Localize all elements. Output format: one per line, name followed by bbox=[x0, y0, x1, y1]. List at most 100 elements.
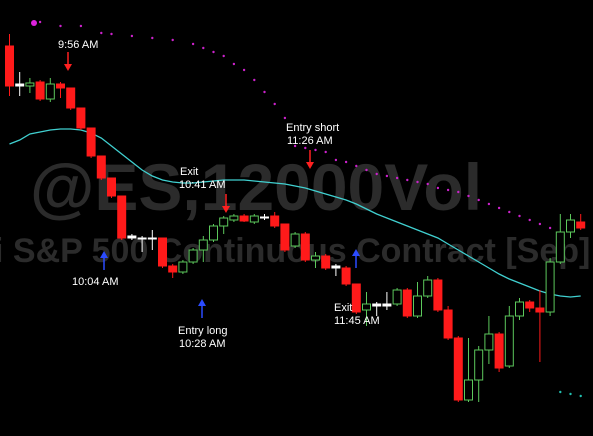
label-entry-short: Entry short bbox=[286, 122, 339, 134]
label-exit-1-time: 10:41 AM bbox=[179, 179, 225, 191]
candle-body bbox=[260, 216, 269, 219]
candle-body bbox=[25, 82, 35, 87]
sar-dot bbox=[334, 158, 338, 162]
candle-body bbox=[290, 233, 300, 247]
candle-body bbox=[219, 217, 229, 227]
candle-body bbox=[56, 83, 65, 89]
sar-dot bbox=[191, 42, 195, 46]
candle-body bbox=[229, 215, 239, 221]
sar-dot bbox=[38, 20, 42, 24]
candle-body bbox=[413, 295, 422, 317]
sar-dot bbox=[569, 392, 572, 396]
candle-body bbox=[515, 301, 524, 317]
high-marker-dot bbox=[31, 20, 37, 26]
sar-dot bbox=[151, 36, 154, 40]
candle-body bbox=[433, 279, 443, 311]
label-entry-short-time: 11:26 AM bbox=[287, 135, 333, 147]
sar-dot bbox=[79, 24, 83, 28]
candle-body bbox=[270, 215, 280, 227]
sar-dot bbox=[395, 176, 399, 180]
sar-dot bbox=[202, 46, 205, 50]
sar-dot bbox=[518, 214, 521, 218]
candle-body bbox=[96, 155, 106, 179]
short-arrow-entry-1126 bbox=[306, 150, 314, 169]
candle-body bbox=[35, 81, 45, 100]
candle-body bbox=[86, 127, 96, 157]
candle-body bbox=[484, 333, 494, 351]
sar-dot bbox=[457, 190, 460, 194]
sar-dot bbox=[385, 174, 389, 178]
candle-body bbox=[249, 215, 259, 223]
long-arrow-1004 bbox=[100, 251, 108, 270]
short-arrow-956 bbox=[64, 52, 72, 71]
candle-body bbox=[280, 223, 290, 251]
sar-dot bbox=[416, 180, 419, 184]
candle-body bbox=[464, 379, 473, 401]
candle-body bbox=[137, 237, 147, 240]
candle-body bbox=[504, 315, 514, 367]
sar-dot bbox=[59, 24, 62, 28]
candle-body bbox=[494, 333, 504, 369]
sar-dot bbox=[293, 144, 297, 148]
sar-dot bbox=[548, 226, 552, 230]
candle-body bbox=[566, 219, 575, 233]
label-exit-1: Exit bbox=[180, 166, 198, 178]
long-arrow-exit-1145 bbox=[352, 249, 360, 268]
long-arrow-entry-1028 bbox=[198, 299, 206, 318]
candle-body bbox=[474, 349, 484, 381]
sar-dot bbox=[406, 178, 409, 182]
sar-dot bbox=[242, 68, 246, 72]
candle-body bbox=[5, 45, 14, 87]
candle-body bbox=[331, 265, 341, 269]
candle-body bbox=[45, 83, 55, 100]
candle-body bbox=[209, 225, 218, 241]
short-arrow-exit-1041 bbox=[222, 194, 230, 213]
annotations: 9:56 AM 10:04 AM Exit 10:41 AM Entry lon… bbox=[58, 39, 380, 350]
label-entry-long-time: 10:28 AM bbox=[179, 338, 225, 350]
candle-body bbox=[15, 83, 25, 87]
candle-body bbox=[402, 289, 412, 317]
moving-average-line bbox=[9, 128, 581, 298]
sar-dot bbox=[100, 31, 103, 35]
candle-body bbox=[168, 265, 178, 273]
candlestick-series bbox=[5, 34, 586, 402]
sar-dot bbox=[314, 148, 317, 152]
label-entry-long: Entry long bbox=[178, 325, 228, 337]
sar-dot bbox=[232, 62, 236, 66]
sar-dot bbox=[222, 54, 225, 58]
sar-dot bbox=[579, 394, 582, 398]
candle-body bbox=[107, 177, 116, 197]
parabolic-sar-dots bbox=[38, 20, 582, 398]
sar-dot bbox=[375, 172, 378, 176]
candle-body bbox=[453, 337, 463, 401]
sar-dot bbox=[538, 222, 542, 226]
sar-dot bbox=[324, 150, 327, 154]
label-0956: 9:56 AM bbox=[58, 39, 98, 51]
sar-dot bbox=[110, 32, 113, 36]
sar-dot bbox=[263, 90, 266, 94]
candle-body bbox=[321, 255, 331, 269]
sar-dot bbox=[426, 182, 429, 186]
sar-dot bbox=[171, 38, 174, 42]
candle-body bbox=[362, 303, 371, 311]
signal-arrows bbox=[64, 52, 360, 318]
sar-dot bbox=[283, 116, 287, 120]
sar-dot bbox=[487, 202, 491, 206]
candle-body bbox=[545, 261, 555, 313]
candle-body bbox=[443, 309, 453, 339]
candle-body bbox=[423, 279, 433, 297]
sar-dot bbox=[467, 194, 470, 198]
sar-dot bbox=[355, 164, 358, 168]
sar-dot bbox=[559, 390, 562, 394]
sar-dot bbox=[446, 188, 450, 192]
sar-dot bbox=[253, 78, 256, 82]
sar-dot bbox=[497, 206, 501, 210]
sar-dot bbox=[477, 198, 480, 202]
candle-body bbox=[76, 107, 86, 129]
candle-body bbox=[311, 255, 320, 261]
candle-body bbox=[535, 307, 545, 313]
sar-dot bbox=[304, 146, 307, 150]
candle-body bbox=[576, 221, 586, 229]
candle-body bbox=[158, 237, 167, 267]
